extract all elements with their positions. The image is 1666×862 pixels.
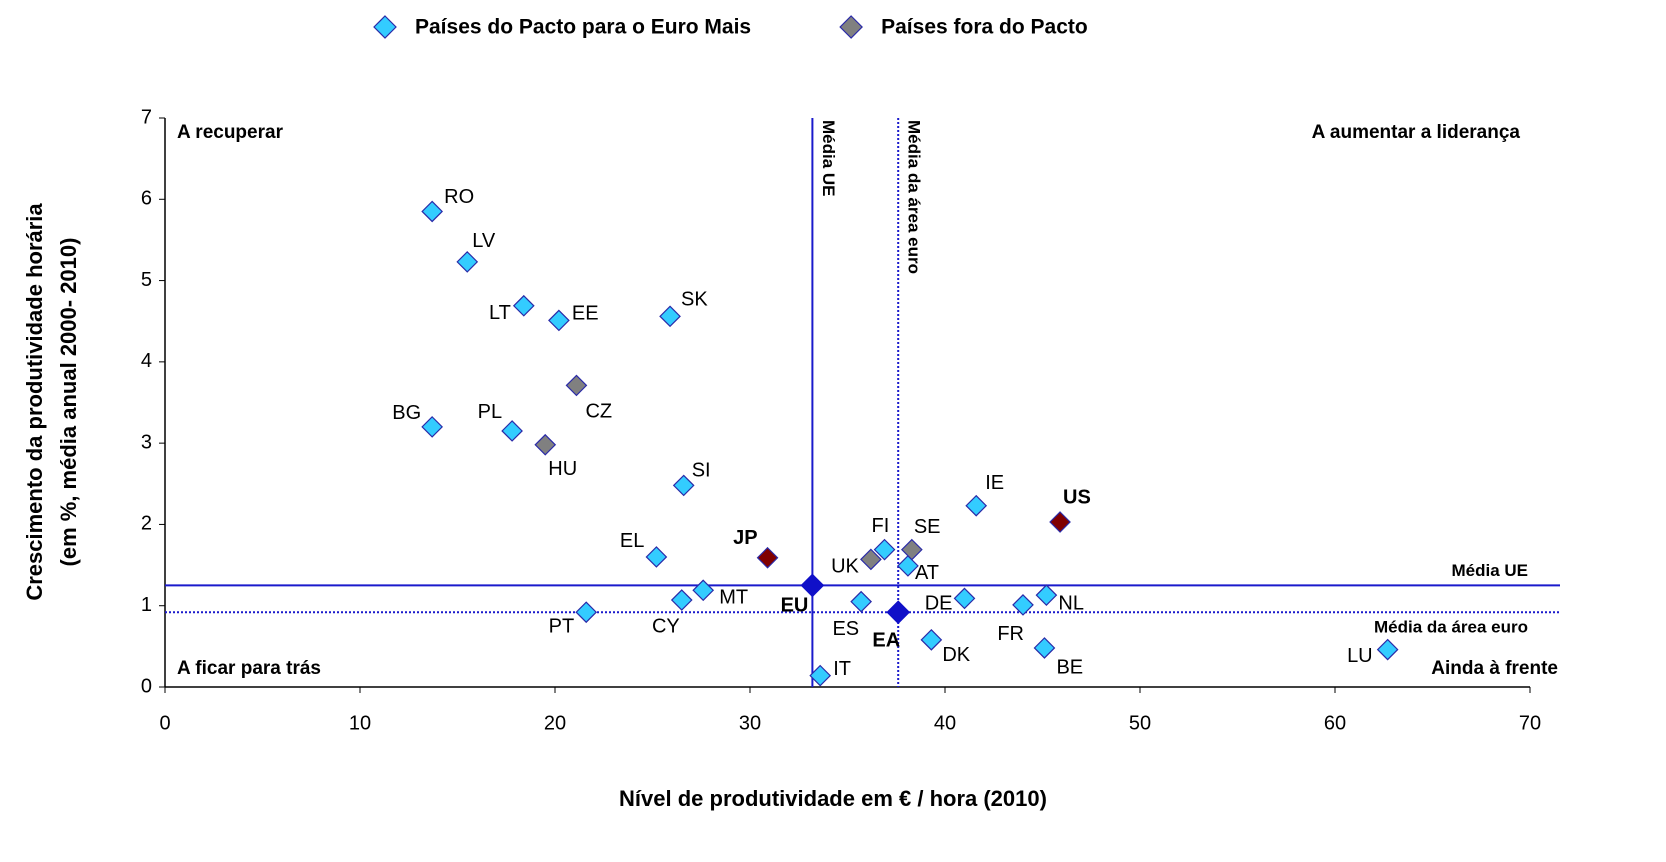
data-point: [565, 374, 588, 397]
data-point: [659, 305, 681, 328]
point-label: DE: [925, 593, 953, 615]
data-point: [873, 538, 896, 561]
data-point: [886, 600, 911, 625]
data-point: [421, 200, 443, 223]
point-label: US: [1063, 486, 1091, 508]
point-label: RO: [444, 186, 474, 208]
point-label: ES: [832, 618, 859, 640]
point-label: UK: [831, 556, 859, 578]
data-point: [965, 494, 988, 517]
x-axis-title: Nível de produtividade em € / hora (2010…: [619, 786, 1047, 811]
y-axis-title: Crescimento da produtividade horária: [22, 203, 47, 601]
point-label: SE: [914, 516, 941, 538]
x-tick-label: 70: [1519, 712, 1541, 734]
reference-line-label: Média da área euro: [905, 120, 924, 274]
legend-label: Países fora do Pacto: [881, 16, 1088, 39]
point-label: JP: [733, 527, 757, 549]
data-point: [575, 601, 598, 624]
y-tick-label: 5: [141, 269, 152, 291]
point-label: IT: [833, 658, 851, 680]
point-label: SK: [681, 289, 708, 311]
x-tick-label: 20: [544, 712, 566, 734]
data-point: [850, 590, 872, 613]
data-point: [1049, 511, 1071, 533]
quadrant-label: A aumentar a liderança: [1312, 122, 1521, 143]
reference-line-label: Média UE: [819, 120, 838, 197]
data-point: [1012, 594, 1034, 616]
point-label: LT: [489, 302, 511, 324]
point-label: AT: [915, 562, 939, 584]
point-label: EE: [572, 303, 599, 325]
y-tick-label: 4: [141, 350, 152, 372]
x-tick-label: 50: [1129, 712, 1151, 734]
legend-marker: [839, 15, 863, 39]
point-label: BG: [392, 402, 421, 424]
point-label: LV: [472, 230, 496, 252]
quadrant-label: A recuperar: [177, 122, 284, 143]
reference-line-label: Média UE: [1451, 561, 1528, 580]
point-label: PT: [549, 615, 575, 637]
data-point: [901, 538, 923, 561]
x-tick-label: 30: [739, 712, 761, 734]
data-point: [897, 555, 919, 577]
point-label: CY: [652, 615, 680, 637]
point-label: SI: [692, 460, 711, 482]
quadrant-label: A ficar para trás: [177, 658, 321, 679]
x-tick-label: 60: [1324, 712, 1346, 734]
y-tick-label: 1: [141, 594, 152, 616]
point-label: LU: [1347, 645, 1373, 667]
data-point: [456, 251, 479, 273]
data-point: [501, 420, 523, 442]
data-point: [512, 294, 535, 317]
point-label: FR: [997, 623, 1024, 645]
point-label: EL: [620, 530, 644, 552]
point-label: CZ: [585, 401, 612, 423]
point-label: HU: [548, 458, 577, 480]
x-tick-label: 0: [159, 712, 170, 734]
data-point: [809, 664, 832, 687]
y-tick-label: 2: [141, 513, 152, 535]
point-label: MT: [719, 587, 748, 609]
data-point: [1033, 637, 1056, 659]
y-tick-label: 7: [141, 106, 152, 128]
data-point: [672, 474, 695, 497]
data-point: [692, 579, 715, 602]
data-point: [860, 548, 882, 571]
x-tick-label: 10: [349, 712, 371, 734]
y-tick-label: 3: [141, 431, 152, 453]
point-label: PL: [478, 401, 502, 423]
data-point: [756, 546, 779, 569]
point-label: FI: [872, 515, 890, 537]
reference-line-label: Média da área euro: [1374, 618, 1528, 637]
legend-label: Países do Pacto para o Euro Mais: [415, 16, 751, 39]
data-point: [1035, 584, 1058, 606]
point-label: DK: [942, 644, 970, 666]
data-point: [800, 573, 825, 598]
point-label: NL: [1058, 592, 1084, 614]
point-label: BE: [1056, 656, 1083, 678]
y-tick-label: 6: [141, 188, 152, 210]
x-tick-label: 40: [934, 712, 956, 734]
point-label: EU: [781, 595, 809, 617]
y-tick-label: 0: [141, 675, 152, 697]
y-axis-title: (em %, média anual 2000- 2010): [56, 238, 81, 567]
data-point: [1376, 638, 1399, 661]
point-label: EA: [872, 629, 900, 651]
data-point: [645, 546, 668, 568]
data-point: [920, 629, 943, 651]
quadrant-label: Ainda à frente: [1431, 658, 1558, 679]
data-point: [953, 587, 976, 610]
data-point: [421, 416, 443, 438]
data-point: [534, 433, 557, 456]
point-label: IE: [985, 472, 1004, 494]
data-point: [548, 309, 570, 332]
legend-marker: [373, 15, 397, 39]
data-point: [670, 589, 693, 611]
